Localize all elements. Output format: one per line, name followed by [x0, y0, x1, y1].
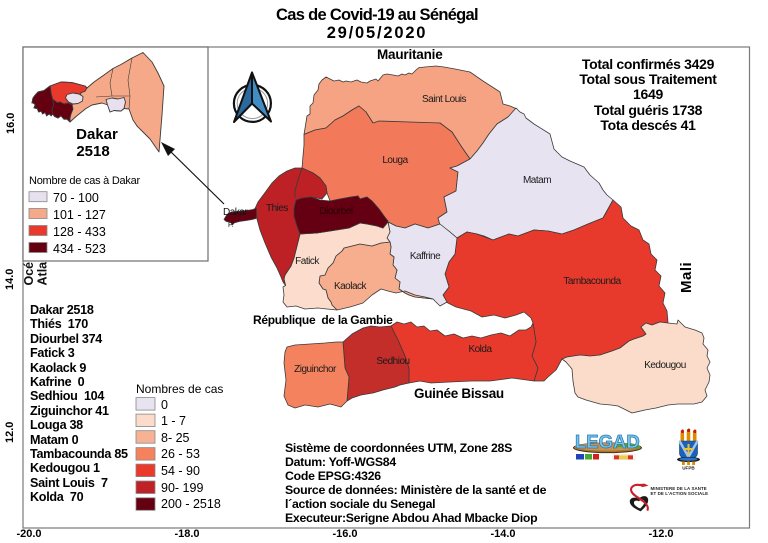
svg-text:UFPB: UFPB: [682, 466, 695, 471]
svg-text:MINISTERE DE LA SANTE: MINISTERE DE LA SANTE: [651, 486, 707, 491]
svg-text:ET DE L'ACTION SOCIALE: ET DE L'ACTION SOCIALE: [651, 491, 709, 496]
svg-text:LEGAD: LEGAD: [575, 431, 640, 452]
